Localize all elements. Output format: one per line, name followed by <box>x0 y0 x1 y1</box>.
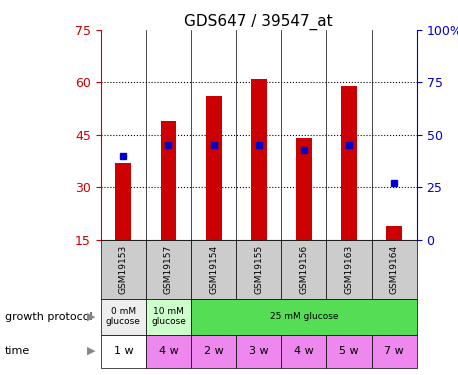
Bar <box>101 299 146 335</box>
Text: ▶: ▶ <box>87 346 96 356</box>
Bar <box>146 299 191 335</box>
Bar <box>281 240 327 299</box>
Bar <box>161 121 176 240</box>
Bar <box>101 240 146 299</box>
Bar <box>371 240 417 299</box>
Text: 4 w: 4 w <box>158 346 178 356</box>
Bar <box>327 335 371 368</box>
Bar <box>191 299 417 335</box>
Text: 5 w: 5 w <box>339 346 359 356</box>
Bar <box>371 335 417 368</box>
Text: GSM19155: GSM19155 <box>254 244 263 294</box>
Text: GSM19163: GSM19163 <box>344 244 354 294</box>
Text: 0 mM
glucose: 0 mM glucose <box>106 307 141 326</box>
Bar <box>206 96 222 240</box>
Bar <box>236 335 281 368</box>
Text: GSM19154: GSM19154 <box>209 244 218 294</box>
Bar <box>146 240 191 299</box>
Text: GSM19156: GSM19156 <box>300 244 308 294</box>
Bar <box>296 138 312 240</box>
Bar <box>251 79 267 240</box>
Text: 10 mM
glucose: 10 mM glucose <box>151 307 186 326</box>
Text: GSM19153: GSM19153 <box>119 244 128 294</box>
Text: 3 w: 3 w <box>249 346 268 356</box>
Text: GSM19157: GSM19157 <box>164 244 173 294</box>
Text: growth protocol: growth protocol <box>5 312 92 322</box>
Bar <box>191 335 236 368</box>
Text: GSM19164: GSM19164 <box>390 244 399 294</box>
Text: 25 mM glucose: 25 mM glucose <box>270 312 338 321</box>
Bar <box>115 163 131 240</box>
Bar <box>341 86 357 240</box>
Text: time: time <box>5 346 30 356</box>
Bar <box>191 240 236 299</box>
Text: 1 w: 1 w <box>114 346 133 356</box>
Bar <box>236 240 281 299</box>
Text: 7 w: 7 w <box>384 346 404 356</box>
Text: 4 w: 4 w <box>294 346 314 356</box>
Bar <box>281 335 327 368</box>
Text: ▶: ▶ <box>87 312 96 322</box>
Bar <box>101 335 146 368</box>
Bar <box>146 335 191 368</box>
Title: GDS647 / 39547_at: GDS647 / 39547_at <box>185 14 333 30</box>
Text: 2 w: 2 w <box>204 346 224 356</box>
Bar <box>386 226 402 240</box>
Bar <box>327 240 371 299</box>
